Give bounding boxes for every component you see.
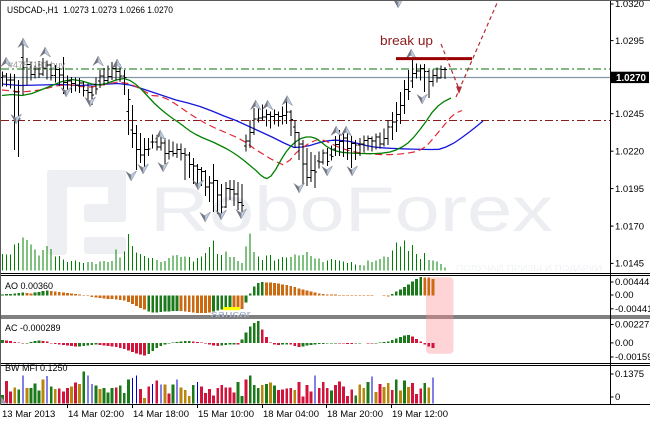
svg-text:18 Mar 04:00: 18 Mar 04:00	[263, 409, 319, 420]
svg-text:ПОЛУЧАЙ ПРИЗЫ И ПОДАРКИ: ПОЛУЧАЙ ПРИЗЫ И ПОДАРКИ	[456, 262, 602, 273]
svg-text:1.0170: 1.0170	[615, 221, 644, 232]
svg-text:-0.00441: -0.00441	[615, 304, 650, 315]
svg-text:1.0195: 1.0195	[615, 184, 644, 195]
svg-text:18 Mar 20:00: 18 Mar 20:00	[327, 409, 383, 420]
svg-text:0.00444: 0.00444	[615, 277, 649, 288]
svg-text:15 Mar 10:00: 15 Mar 10:00	[198, 409, 254, 420]
svg-text:1.0320: 1.0320	[615, 0, 644, 10]
svg-text:1.0270: 1.0270	[616, 73, 647, 84]
svg-text:14 Mar 18:00: 14 Mar 18:00	[133, 409, 189, 420]
svg-text:1.0245: 1.0245	[615, 109, 644, 120]
svg-text:14 Mar 02:00: 14 Mar 02:00	[68, 409, 124, 420]
svg-text:-0.00159: -0.00159	[615, 352, 650, 363]
svg-text:USDCAD-,H1 1.0273 1.0273 1.02: USDCAD-,H1 1.0273 1.0273 1.0266 1.0270	[7, 5, 173, 16]
svg-text:0.00: 0.00	[615, 338, 634, 349]
svg-text:19 Mar 12:00: 19 Mar 12:00	[392, 409, 448, 420]
svg-text:AO 0.00360: AO 0.00360	[5, 281, 53, 291]
svg-text:BW MFI 0.1250: BW MFI 0.1250	[5, 363, 68, 373]
svg-text:0.002275: 0.002275	[615, 320, 650, 331]
svg-text:13 Mar 2013: 13 Mar 2013	[2, 409, 55, 420]
svg-text:0.00: 0.00	[615, 290, 634, 301]
svg-text:1.0145: 1.0145	[615, 259, 644, 270]
svg-text:saucer: saucer	[211, 309, 251, 320]
svg-text:#4787131 buy: #4787131 buy	[8, 60, 66, 70]
svg-text:1.0220: 1.0220	[615, 146, 644, 157]
svg-text:0.1375: 0.1375	[615, 369, 644, 380]
svg-text:break up: break up	[380, 33, 433, 48]
svg-text:RoboForex: RoboForex	[150, 175, 553, 245]
svg-text:0: 0	[615, 392, 620, 403]
svg-text:AC -0.000289: AC -0.000289	[5, 323, 61, 333]
svg-text:1.0295: 1.0295	[615, 36, 644, 47]
